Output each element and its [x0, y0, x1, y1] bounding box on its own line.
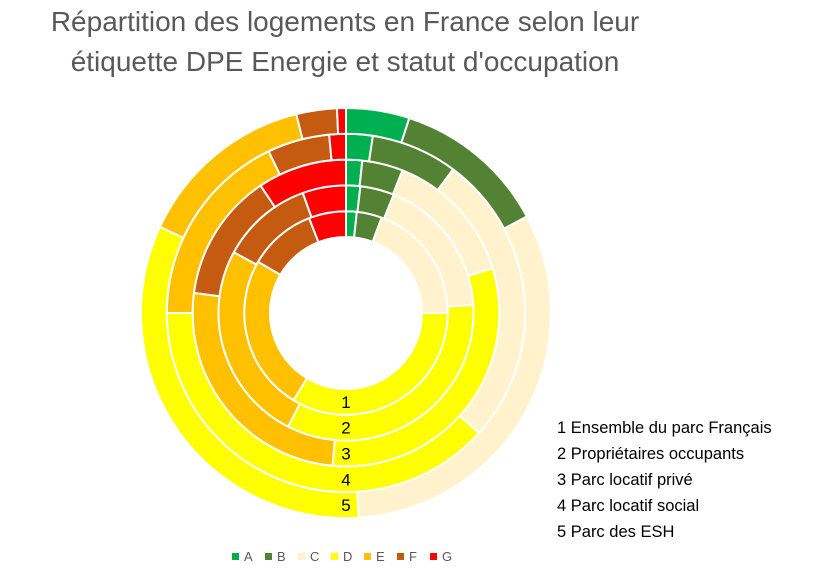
series-legend-item: 1 Ensemble du parc Français — [557, 419, 772, 437]
legend-swatch — [364, 553, 371, 560]
category-legend: A B C D E F G — [232, 549, 463, 564]
series-legend-item: 3 Parc locatif privé — [557, 471, 693, 489]
legend-swatch — [430, 553, 437, 560]
legend-item-E: E — [364, 549, 397, 564]
legend-item-A: A — [232, 549, 265, 564]
legend-swatch — [397, 553, 404, 560]
legend-label: E — [376, 549, 385, 564]
legend-label: A — [244, 549, 253, 564]
ring-label: 3 — [341, 445, 350, 464]
legend-label: B — [277, 549, 286, 564]
series-legend-item: 5 Parc des ESH — [557, 523, 675, 541]
legend-item-G: G — [430, 549, 463, 564]
legend-item-D: D — [331, 549, 364, 564]
legend-item-C: C — [298, 549, 331, 564]
ring-label: 1 — [341, 393, 350, 412]
chart-title-line-2: étiquette DPE Energie et statut d'occupa… — [70, 46, 620, 77]
ring-5-segment-F — [295, 107, 340, 141]
ring-4-segment-G — [328, 132, 347, 162]
ring-label: 2 — [341, 419, 350, 438]
chart-title: Répartition des logements en France selo… — [0, 2, 690, 82]
legend-label: D — [343, 549, 353, 564]
legend-label: G — [442, 549, 453, 564]
ring-label: 5 — [341, 496, 350, 515]
legend-swatch — [331, 553, 338, 560]
legend-item-F: F — [397, 549, 430, 564]
legend-swatch — [298, 553, 305, 560]
series-legend-item: 2 Propriétaires occupants — [557, 445, 745, 463]
chart-title-line-1: Répartition des logements en France selo… — [50, 6, 640, 37]
legend-swatch — [232, 553, 239, 560]
series-legend: 1 Ensemble du parc Français 2 Propriétai… — [557, 415, 772, 545]
ring-label: 4 — [341, 470, 350, 489]
legend-label: C — [310, 549, 320, 564]
legend-item-B: B — [265, 549, 298, 564]
series-legend-item: 4 Parc locatif social — [557, 497, 700, 515]
legend-swatch — [265, 553, 272, 560]
legend-label: F — [409, 549, 417, 564]
ring-5-segment-G — [335, 106, 347, 136]
